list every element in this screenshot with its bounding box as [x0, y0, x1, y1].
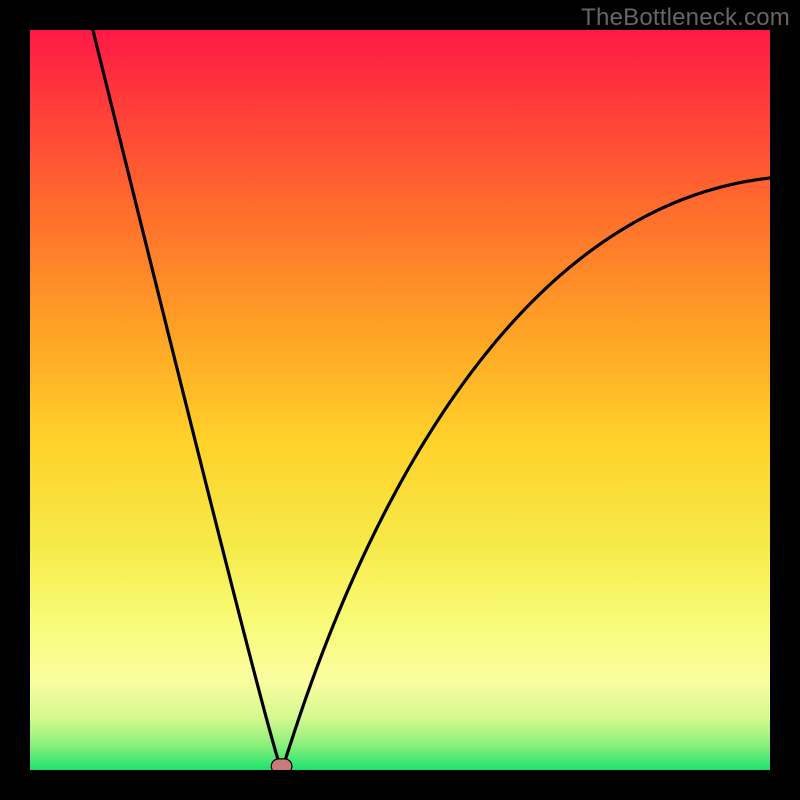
- attribution-text: TheBottleneck.com: [581, 4, 790, 32]
- vertex-marker: [271, 759, 292, 770]
- plot-area: [30, 30, 770, 770]
- bottleneck-curve: [93, 30, 770, 770]
- figure-root: TheBottleneck.com: [0, 0, 800, 800]
- curve-layer: [30, 30, 770, 770]
